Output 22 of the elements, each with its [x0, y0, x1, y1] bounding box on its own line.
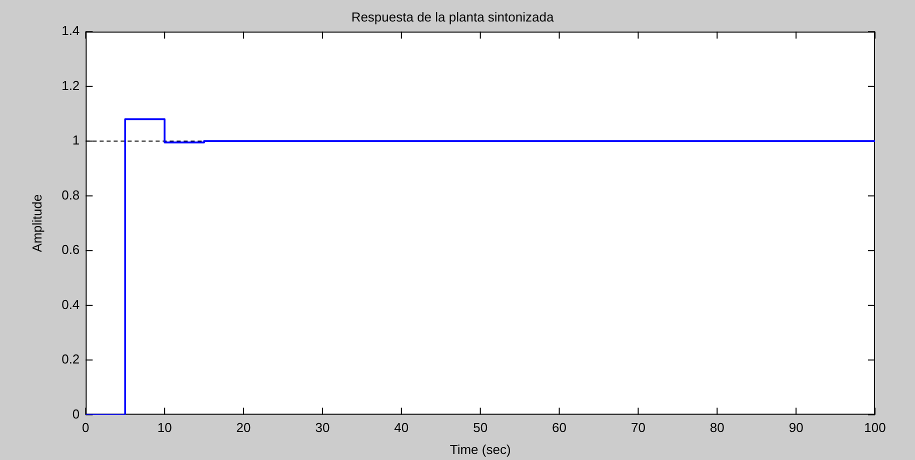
x-tick-label: 90: [788, 420, 804, 436]
x-tick-label: 40: [394, 420, 409, 436]
x-tick-label: 10: [157, 420, 172, 436]
y-tick-label: 0.4: [62, 296, 80, 312]
chart-title: Respuesta de la planta sintonizada: [351, 9, 554, 24]
y-tick-label: 1.4: [62, 23, 80, 38]
x-tick-label: 0: [82, 420, 90, 436]
y-tick-label: 0: [72, 406, 80, 422]
y-tick-label: 1.2: [62, 78, 80, 93]
x-axis-title: Time (sec): [450, 442, 511, 457]
y-tick-label: 0.2: [62, 352, 80, 367]
x-tick-label: 50: [473, 420, 488, 436]
x-tick-label: 60: [552, 420, 567, 436]
x-tick-label: 20: [236, 420, 251, 436]
x-tick-label: 80: [710, 420, 724, 436]
y-tick-label: 1: [72, 132, 80, 148]
x-tick-label: 30: [315, 420, 330, 436]
x-tick-label: 100: [864, 420, 886, 436]
y-tick-label: 0.6: [62, 242, 80, 258]
x-tick-label: 70: [630, 420, 646, 436]
y-tick-label: 0.8: [62, 187, 80, 202]
y-axis-title: Amplitude: [29, 194, 44, 252]
